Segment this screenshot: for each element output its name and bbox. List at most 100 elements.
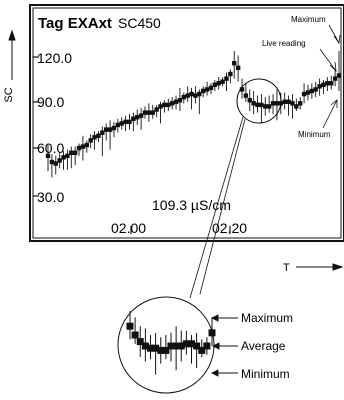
zoom-average-point	[177, 342, 185, 350]
zoom-average-point	[167, 342, 175, 350]
trend-series	[45, 50, 342, 178]
average-point	[336, 73, 342, 78]
average-point	[92, 135, 97, 140]
zoom-average-point	[188, 340, 195, 348]
average-point	[232, 60, 237, 66]
average-point	[270, 101, 276, 106]
average-point	[197, 91, 202, 97]
zoom-average-point	[182, 340, 190, 348]
average-point	[247, 98, 252, 103]
zoom-average-point	[126, 322, 134, 330]
average-point	[228, 71, 233, 77]
average-point	[298, 101, 303, 106]
average-point	[329, 81, 334, 86]
y-tick-marks	[33, 56, 39, 197]
average-point	[220, 79, 225, 84]
average-point	[282, 99, 287, 104]
average-point	[212, 82, 218, 87]
zoom-average-point	[136, 338, 144, 346]
magnifier-ring	[236, 78, 282, 124]
zoom-average-point	[157, 346, 165, 354]
average-point	[84, 142, 89, 148]
average-point	[119, 121, 124, 126]
average-point	[115, 122, 121, 128]
display-frame-outer	[29, 4, 344, 242]
callout-maximum: Maximum	[291, 15, 326, 24]
average-point	[76, 145, 82, 151]
average-point	[150, 110, 155, 115]
zoom-average-point	[198, 346, 206, 354]
average-point	[49, 159, 55, 165]
average-point	[255, 102, 260, 108]
average-point	[317, 84, 322, 89]
x-axis-label: T	[283, 262, 290, 274]
average-point	[208, 85, 214, 91]
average-point	[235, 65, 241, 71]
model-name: SC450	[118, 15, 161, 31]
average-point	[69, 150, 74, 155]
average-point	[309, 88, 315, 94]
average-point	[332, 76, 338, 81]
average-point	[131, 116, 136, 121]
callout-arrows	[319, 24, 341, 129]
average-point	[243, 93, 249, 98]
average-point	[181, 94, 186, 100]
average-point	[286, 99, 291, 104]
zoom-average-point	[203, 342, 211, 350]
zoom-average-point	[147, 344, 154, 352]
average-point	[123, 119, 128, 125]
zoom-label-average: Average	[241, 339, 286, 353]
average-point	[158, 104, 163, 109]
y-axis-arrow	[8, 29, 16, 80]
y-tick-label: 90.0	[37, 94, 64, 110]
average-point	[216, 81, 221, 86]
average-point	[301, 91, 307, 97]
zoom-label-maximum: Maximum	[241, 311, 293, 325]
zoom-average-point	[162, 346, 170, 354]
average-point	[138, 113, 144, 118]
average-point	[239, 87, 245, 92]
average-point	[313, 87, 318, 92]
average-point	[88, 138, 93, 143]
average-point	[169, 101, 175, 106]
average-point	[290, 101, 295, 106]
zoom-average-point	[172, 342, 180, 350]
zoom-average-point	[141, 342, 149, 350]
zoom-callout-lines	[210, 314, 238, 377]
average-point	[146, 110, 152, 115]
average-point	[204, 87, 210, 92]
average-point	[61, 155, 66, 160]
zoom-label-minimum: Minimum	[241, 367, 290, 381]
live-reading-value: 109.3 µS/cm	[152, 197, 231, 213]
average-point	[57, 158, 62, 163]
average-point	[142, 110, 148, 115]
average-point	[321, 82, 326, 87]
average-point	[305, 90, 311, 95]
average-point	[135, 115, 140, 120]
display-frame-inner	[32, 7, 342, 239]
average-point	[251, 101, 256, 106]
zoom-average-point	[131, 331, 139, 339]
x-tick-label: 02.00	[111, 220, 146, 236]
average-point	[80, 144, 86, 149]
average-point	[259, 102, 264, 108]
average-point	[173, 99, 179, 104]
average-point	[185, 93, 190, 98]
callout-live-reading: Live reading	[262, 39, 306, 48]
zoom-average-point	[152, 344, 160, 352]
y-tick-label: 30.0	[37, 189, 64, 205]
average-point	[177, 98, 183, 103]
average-point	[127, 119, 132, 125]
average-point	[263, 104, 268, 109]
average-point	[162, 102, 167, 108]
average-point	[274, 101, 280, 106]
average-point	[201, 88, 206, 94]
y-tick-label: 60.0	[37, 140, 64, 156]
x-tick-marks	[130, 226, 231, 234]
average-point	[100, 130, 105, 135]
average-point	[72, 150, 78, 155]
y-tick-label: 120.0	[37, 50, 72, 66]
zoom-average-point	[193, 342, 201, 350]
average-point	[154, 107, 159, 112]
